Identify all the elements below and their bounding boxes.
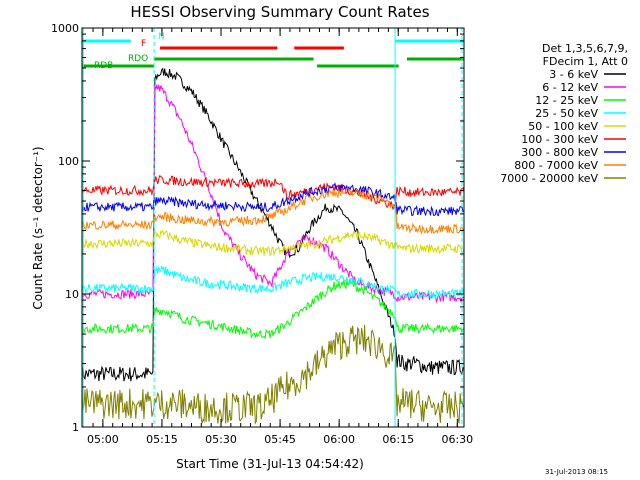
plot-frame — [81, 27, 465, 428]
y-axis-label: Count Rate (s⁻¹ detector⁻¹) — [31, 146, 45, 309]
y-tick-label-2: 100 — [58, 155, 79, 168]
flag-label-n: N — [158, 32, 165, 42]
legend-label-12-25-kev: 12 - 25 keV — [535, 94, 598, 107]
legend-label-300-800-kev: 300 - 800 keV — [521, 146, 598, 159]
x-tick-label-3: 05:45 — [264, 433, 296, 446]
series-25-50-kev — [82, 264, 464, 299]
x-axis-label: Start Time (31-Jul-13 04:54:42) — [176, 457, 364, 471]
vertical-markers-layer — [82, 28, 463, 427]
axes-layer: 1 10 100 1000 05:00 05:15 05:30 05:45 06:00 06:15… — [51, 22, 473, 446]
flag-label-rdo: RDO — [128, 54, 148, 64]
flag-label-rdb: RDB — [94, 61, 113, 71]
flag-label-f: F — [141, 39, 146, 49]
series-7000-20000-kev — [82, 324, 464, 425]
x-tick-label-2: 05:30 — [205, 433, 237, 446]
series-300-800-kev — [82, 182, 464, 217]
y-tick-label-0: 1 — [72, 421, 79, 434]
legend-label-6-12-kev: 6 - 12 keV — [542, 81, 598, 94]
series-100-300-kev — [82, 174, 464, 210]
series-50-100-kev — [82, 229, 464, 257]
legend-label-50-100-kev: 50 - 100 keV — [528, 120, 598, 133]
y-tick-label-1: 10 — [65, 288, 79, 301]
series-3-6-kev — [82, 67, 464, 383]
chart-title: HESSI Observing Summary Count Rates — [130, 3, 429, 21]
x-tick-label-0: 05:00 — [87, 433, 119, 446]
series-12-25-kev — [82, 277, 464, 340]
legend-label-7000-20000-kev: 7000 - 20000 keV — [500, 172, 598, 185]
legend-header-1: FDecim 1, Att 0 — [543, 55, 628, 68]
x-tick-label-1: 05:15 — [146, 433, 178, 446]
legend-label-3-6-kev: 3 - 6 keV — [549, 68, 598, 81]
series-800-7000-kev — [82, 188, 464, 235]
flag-bars-layer: N F RDO RDB — [82, 32, 464, 71]
x-tick-label-5: 06:15 — [382, 433, 414, 446]
series-layer — [82, 67, 464, 425]
legend-label-25-50-kev: 25 - 50 keV — [535, 107, 598, 120]
x-tick-label-6: 06:30 — [441, 433, 473, 446]
legend-header-0: Det 1,3,5,6,7,9, — [542, 42, 628, 55]
legend: Det 1,3,5,6,7,9,FDecim 1, Att 03 - 6 keV… — [500, 42, 628, 185]
legend-label-800-7000-kev: 800 - 7000 keV — [514, 159, 598, 172]
x-tick-label-4: 06:00 — [323, 433, 355, 446]
timestamp-label: 31-Jul-2013 08:15 — [545, 468, 608, 476]
y-tick-label-3: 1000 — [51, 22, 79, 35]
legend-label-100-300-kev: 100 - 300 keV — [521, 133, 598, 146]
